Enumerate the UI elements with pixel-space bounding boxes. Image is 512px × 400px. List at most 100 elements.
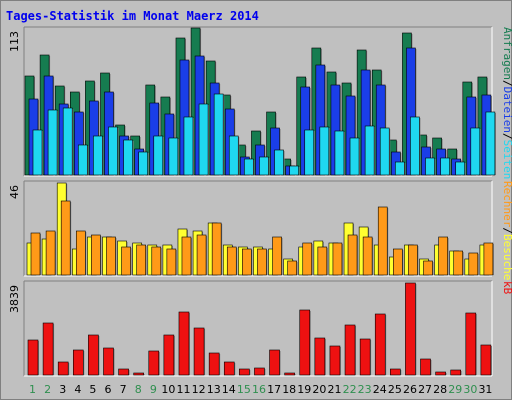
bar-visits-rechner-5 (91, 234, 101, 276)
x-label-day-7: 7 (120, 383, 127, 396)
bar-visits-rechner-7 (121, 246, 131, 276)
right-label-besuche: Besuche (501, 234, 512, 280)
right-label-hits: Anfragen/Dateien/Seiten (501, 27, 512, 179)
bar-hits-seiten-5 (93, 135, 103, 176)
bar-kb-kb-22 (344, 324, 356, 376)
bar-visits-rechner-8 (136, 244, 146, 276)
bar-hits-seiten-3 (62, 107, 73, 176)
bar-visits-rechner-26 (408, 244, 418, 276)
bar-hits-seiten-7 (123, 139, 133, 176)
bar-kb-kb-9 (148, 350, 160, 376)
bar-hits-seiten-11 (183, 116, 194, 176)
bar-kb-kb-11 (178, 311, 190, 376)
x-label-day-15: 15 (237, 383, 251, 396)
bar-hits-seiten-25 (395, 161, 405, 176)
x-label-day-28: 28 (433, 383, 447, 396)
bar-kb-kb-3 (57, 361, 69, 376)
bar-kb-kb-20 (314, 337, 326, 376)
bar-visits-rechner-31 (483, 242, 494, 276)
bar-kb-kb-13 (208, 352, 220, 376)
bar-kb-kb-5 (88, 334, 99, 376)
bar-visits-rechner-18 (287, 260, 297, 276)
bar-kb-kb-7 (118, 368, 129, 376)
bar-visits-rechner-16 (257, 248, 267, 276)
x-label-day-25: 25 (388, 383, 402, 396)
bar-visits-rechner-11 (181, 236, 192, 276)
bar-hits-seiten-24 (379, 127, 390, 176)
bar-hits-seiten-15 (244, 158, 254, 176)
y-max-label-hits: 113 (8, 31, 21, 52)
bar-hits-seiten-26 (410, 116, 420, 176)
bar-hits-seiten-31 (485, 111, 496, 176)
x-label-day-22: 22 (343, 383, 357, 396)
right-label-separator: / (501, 80, 512, 87)
x-label-day-5: 5 (89, 383, 96, 396)
bar-hits-seiten-13 (213, 93, 224, 176)
bar-visits-rechner-14 (226, 246, 237, 276)
x-label-day-1: 1 (29, 383, 36, 396)
bar-visits-rechner-3 (60, 200, 71, 276)
bar-kb-kb-28 (435, 371, 446, 376)
bar-kb-kb-6 (103, 347, 114, 376)
x-label-day-29: 29 (448, 383, 462, 396)
right-label-rechner: Rechner (501, 181, 512, 228)
bar-hits-seiten-14 (228, 135, 239, 176)
y-max-label-kb: 3839 (8, 285, 21, 313)
bar-kb-kb-1 (27, 339, 39, 376)
x-label-day-27: 27 (418, 383, 432, 396)
bar-visits-rechner-27 (423, 260, 433, 276)
bar-kb-kb-31 (480, 344, 492, 376)
bar-hits-seiten-16 (259, 156, 269, 176)
bar-kb-kb-19 (299, 309, 311, 376)
right-label-kb: kB (501, 281, 512, 295)
bar-visits-rechner-25 (393, 248, 403, 276)
bar-visits-rechner-10 (166, 248, 177, 276)
bar-kb-kb-23 (359, 338, 371, 376)
x-label-day-30: 30 (463, 383, 477, 396)
bar-kb-kb-16 (254, 367, 265, 376)
x-label-day-18: 18 (282, 383, 296, 396)
bar-hits-seiten-12 (198, 103, 209, 176)
bar-visits-rechner-23 (362, 236, 373, 276)
bar-kb-kb-17 (269, 349, 280, 376)
x-label-day-9: 9 (150, 383, 157, 396)
x-label-day-8: 8 (135, 383, 142, 396)
bar-visits-rechner-6 (106, 236, 116, 276)
bar-kb-kb-29 (450, 369, 462, 376)
bar-hits-seiten-27 (425, 157, 435, 176)
bar-hits-seiten-21 (334, 130, 345, 176)
x-label-day-6: 6 (105, 383, 112, 396)
bar-visits-rechner-17 (272, 236, 282, 276)
bar-hits-seiten-8 (138, 151, 148, 176)
x-label-day-17: 17 (267, 383, 281, 396)
bar-kb-kb-25 (390, 368, 401, 376)
right-label-separator: / (501, 133, 512, 140)
x-label-day-13: 13 (207, 383, 221, 396)
x-label-day-16: 16 (252, 383, 266, 396)
bar-kb-kb-18 (284, 372, 295, 376)
bar-kb-kb-12 (193, 327, 205, 376)
bar-hits-seiten-4 (77, 144, 88, 176)
bar-kb-kb-8 (133, 372, 144, 376)
bar-kb-kb-21 (329, 345, 341, 376)
bar-visits-rechner-15 (242, 248, 252, 276)
bar-visits-rechner-13 (211, 222, 222, 276)
bar-visits-rechner-24 (377, 206, 388, 276)
bar-visits-rechner-29 (453, 250, 464, 276)
right-label-dateien: Dateien (501, 87, 512, 133)
bar-hits-seiten-29 (455, 161, 466, 176)
bar-kb-kb-4 (72, 349, 84, 376)
y-max-label-visits: 46 (8, 185, 21, 199)
bar-visits-rechner-12 (196, 234, 207, 276)
x-label-day-23: 23 (358, 383, 372, 396)
bar-kb-kb-27 (420, 358, 431, 376)
right-label-kb: kB (501, 281, 512, 295)
bar-hits-seiten-6 (108, 126, 118, 176)
right-label-seiten: Seiten (501, 140, 512, 180)
x-label-day-20: 20 (312, 383, 326, 396)
bar-kb-kb-10 (163, 334, 175, 376)
bar-kb-kb-14 (223, 361, 235, 376)
bar-hits-seiten-17 (274, 149, 284, 176)
bar-hits-seiten-18 (289, 165, 299, 176)
bar-visits-rechner-1 (30, 232, 41, 276)
